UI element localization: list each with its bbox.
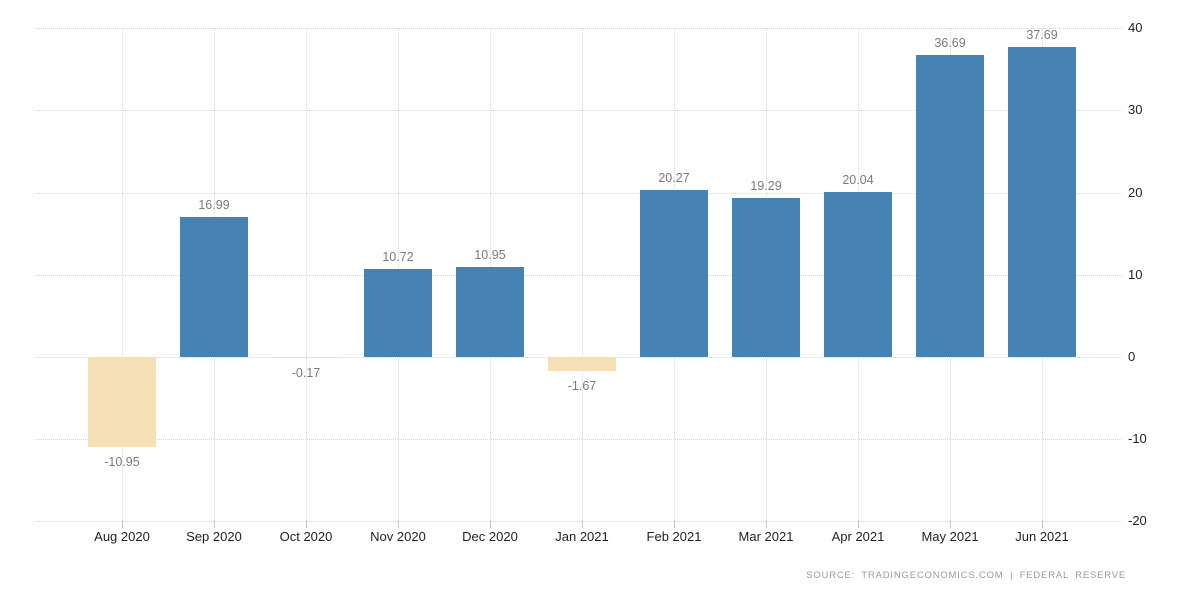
x-axis-category-label: Nov 2020 — [370, 529, 426, 544]
x-axis-category-label: Oct 2020 — [279, 529, 333, 544]
x-axis-tick — [214, 521, 215, 528]
x-axis-tick — [766, 521, 767, 528]
bar[interactable] — [1008, 47, 1076, 357]
bar-value-label: 10.95 — [474, 247, 506, 262]
x-axis-category-label: Dec 2020 — [462, 529, 518, 544]
bar-value-label: 36.69 — [934, 36, 966, 51]
bar-value-label: -10.95 — [104, 455, 140, 469]
bar-value-label: 19.29 — [750, 179, 782, 194]
bar[interactable] — [456, 266, 524, 357]
x-axis-tick — [398, 521, 399, 528]
bar[interactable] — [640, 190, 708, 357]
bar[interactable] — [272, 357, 340, 359]
x-axis-tick — [582, 521, 583, 528]
bar[interactable] — [916, 55, 984, 357]
y-gridline — [35, 274, 1122, 276]
y-gridline — [35, 28, 1122, 30]
x-axis-category-label: Jan 2021 — [555, 529, 609, 544]
x-gridline — [582, 28, 583, 521]
bar[interactable] — [88, 357, 156, 447]
x-axis-tick — [858, 521, 859, 528]
bar-value-label: 37.69 — [1026, 28, 1058, 43]
bar-value-label: -1.67 — [567, 378, 597, 393]
x-axis-category-label: Aug 2020 — [94, 529, 150, 544]
y-gridline — [35, 439, 1122, 441]
x-axis-category-label: May 2021 — [921, 529, 979, 544]
bar-value-label: 10.72 — [382, 249, 414, 264]
x-axis-tick — [122, 521, 123, 528]
x-axis-category-label: Apr 2021 — [831, 529, 885, 544]
y-axis-tick-label: -20 — [1128, 513, 1147, 529]
x-axis-tick — [950, 521, 951, 528]
y-axis-tick-label: 10 — [1128, 266, 1143, 282]
y-gridline — [35, 192, 1122, 194]
y-axis-tick-label: -10 — [1128, 431, 1147, 447]
x-gridline — [306, 28, 307, 521]
bar[interactable] — [180, 217, 248, 357]
bar-value-label: 16.99 — [198, 198, 230, 213]
y-gridline — [35, 521, 1122, 523]
y-gridline — [35, 110, 1122, 112]
x-axis-tick — [490, 521, 491, 528]
x-gridline — [122, 28, 123, 521]
y-axis-tick-label: 40 — [1128, 20, 1143, 36]
bar[interactable] — [548, 357, 616, 371]
bar-value-label: 20.04 — [842, 173, 874, 188]
bar-value-label: 20.27 — [658, 171, 690, 186]
y-axis-tick-label: 0 — [1128, 349, 1136, 364]
x-axis-tick — [306, 521, 307, 528]
source-attribution: SOURCE: TRADINGECONOMICS.COM | FEDERAL R… — [806, 570, 1126, 581]
x-axis-category-label: Feb 2021 — [646, 529, 702, 544]
y-axis-tick-label: 20 — [1128, 184, 1143, 200]
bar-value-label: -0.17 — [291, 366, 321, 381]
x-axis-category-label: Jun 2021 — [1015, 529, 1069, 544]
x-axis-tick — [674, 521, 675, 528]
bar[interactable] — [824, 192, 892, 357]
x-axis-tick — [1042, 521, 1043, 528]
bar[interactable] — [732, 198, 800, 357]
bar[interactable] — [364, 268, 432, 357]
x-axis-category-label: Mar 2021 — [738, 529, 794, 544]
x-axis-category-label: Sep 2020 — [186, 529, 242, 544]
y-axis-tick-label: 30 — [1128, 102, 1143, 118]
